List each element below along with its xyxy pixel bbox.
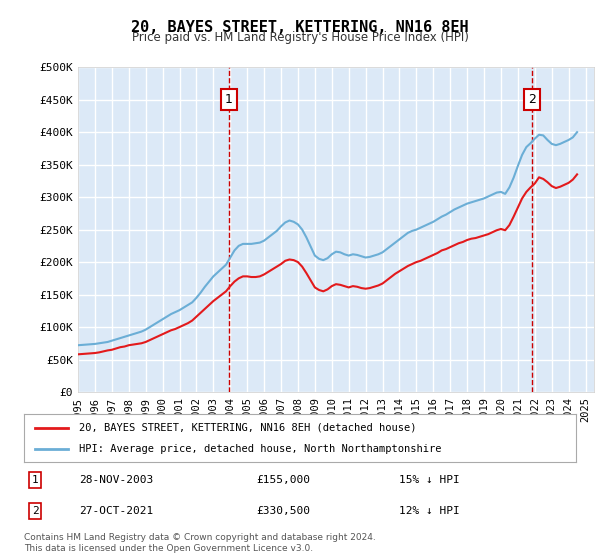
Text: 2: 2 — [528, 93, 536, 106]
Text: £330,500: £330,500 — [256, 506, 310, 516]
Text: 1: 1 — [32, 475, 38, 485]
Text: Price paid vs. HM Land Registry's House Price Index (HPI): Price paid vs. HM Land Registry's House … — [131, 31, 469, 44]
Text: 20, BAYES STREET, KETTERING, NN16 8EH: 20, BAYES STREET, KETTERING, NN16 8EH — [131, 20, 469, 35]
Text: 20, BAYES STREET, KETTERING, NN16 8EH (detached house): 20, BAYES STREET, KETTERING, NN16 8EH (d… — [79, 423, 416, 433]
Text: £155,000: £155,000 — [256, 475, 310, 485]
Text: 27-OCT-2021: 27-OCT-2021 — [79, 506, 154, 516]
Text: 28-NOV-2003: 28-NOV-2003 — [79, 475, 154, 485]
Text: 1: 1 — [225, 93, 233, 106]
Text: 2: 2 — [32, 506, 38, 516]
Text: HPI: Average price, detached house, North Northamptonshire: HPI: Average price, detached house, Nort… — [79, 444, 442, 454]
Text: Contains HM Land Registry data © Crown copyright and database right 2024.
This d: Contains HM Land Registry data © Crown c… — [24, 533, 376, 553]
Text: 12% ↓ HPI: 12% ↓ HPI — [400, 506, 460, 516]
Text: 15% ↓ HPI: 15% ↓ HPI — [400, 475, 460, 485]
